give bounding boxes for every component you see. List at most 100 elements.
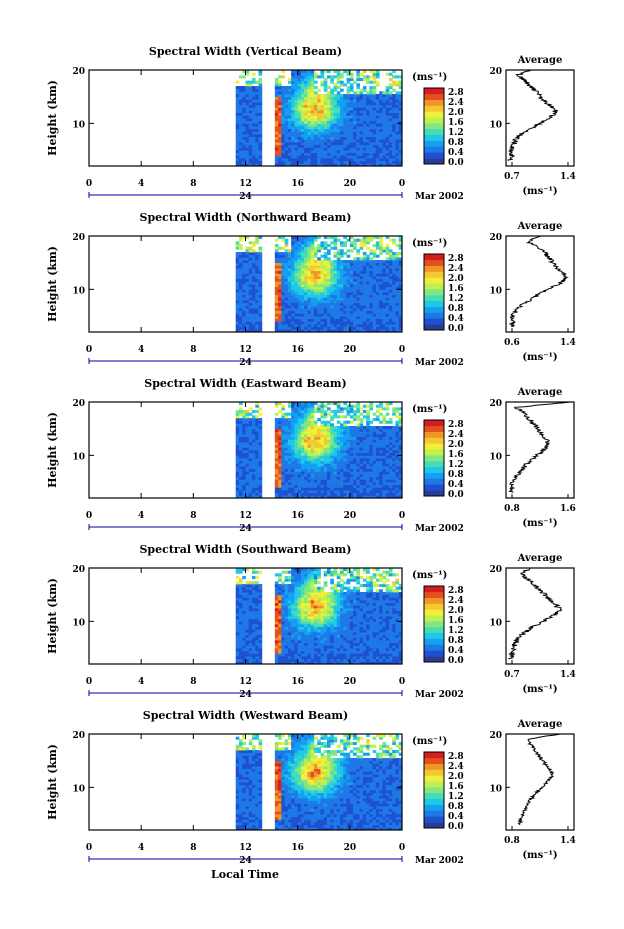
heatmap-cell <box>398 415 403 419</box>
heatmap-cell <box>313 278 318 282</box>
heatmap-cell <box>294 492 299 496</box>
heatmap-cell <box>317 294 321 298</box>
heatmap-cell <box>242 308 246 312</box>
heatmap-cell <box>359 428 364 432</box>
heatmap-cell <box>379 292 383 296</box>
heatmap-cell <box>343 426 347 430</box>
heatmap-cell <box>235 570 240 574</box>
heatmap-cell <box>398 238 403 242</box>
heatmap-cell <box>336 302 341 306</box>
heatmap-cell <box>320 273 325 277</box>
heatmap-cell <box>372 447 377 451</box>
panel-2: Spectral Width (Northward Beam)1020Heigh… <box>46 211 576 368</box>
heatmap-cell <box>356 452 361 456</box>
heatmap-cell <box>349 96 354 100</box>
heatmap-cell <box>287 128 292 132</box>
heatmap-cell <box>313 490 318 494</box>
heatmap-cell <box>242 99 246 103</box>
heatmap-cell <box>313 300 318 304</box>
heatmap-cell <box>366 415 370 419</box>
heatmap-cell <box>248 289 253 293</box>
heatmap-cell <box>346 452 351 456</box>
heatmap-cell <box>317 262 321 266</box>
heatmap-cell <box>242 634 246 638</box>
heatmap-cell <box>238 324 243 328</box>
heatmap-cell <box>245 134 250 138</box>
heatmap-cell <box>235 415 240 419</box>
heatmap-cell <box>300 158 305 162</box>
heatmap-cell <box>340 439 344 443</box>
heatmap-cell <box>284 252 289 256</box>
heatmap-cell <box>362 115 367 119</box>
heatmap-cell <box>388 110 393 114</box>
heatmap-cell <box>366 131 370 135</box>
heatmap-cell <box>313 94 318 98</box>
heatmap-cell <box>327 131 331 135</box>
heatmap-cell <box>304 423 308 427</box>
heatmap-cell <box>310 94 315 98</box>
heatmap-cell <box>248 102 253 106</box>
heatmap-cell <box>388 273 393 277</box>
x-tick-label: 0 <box>86 511 92 521</box>
heatmap-cell <box>356 70 361 74</box>
heatmap-cell <box>300 431 305 435</box>
heatmap-cell <box>255 281 259 285</box>
heatmap-cell <box>375 120 380 124</box>
heatmap-cell <box>248 482 253 486</box>
panel-title: Spectral Width (Northward Beam) <box>140 211 352 224</box>
heatmap-cell <box>362 294 367 298</box>
heatmap-cell <box>238 112 243 116</box>
heatmap-cell <box>356 436 361 440</box>
heatmap-cell <box>340 289 344 293</box>
heatmap-cell <box>258 495 263 499</box>
heatmap-cell <box>258 412 263 416</box>
heatmap-cell <box>353 262 357 266</box>
heatmap-cell <box>313 442 318 446</box>
heatmap-cell <box>385 260 390 264</box>
avg-x-tick-label: 1.4 <box>560 172 576 182</box>
heatmap-cell <box>313 289 318 293</box>
heatmap-cell <box>255 452 259 456</box>
heatmap-cell <box>281 474 286 478</box>
heatmap-cell <box>235 613 240 617</box>
heatmap-cell <box>304 249 308 253</box>
heatmap-cell <box>375 431 380 435</box>
heatmap-cell <box>375 439 380 443</box>
heatmap-cell <box>255 484 259 488</box>
heatmap-cell <box>330 278 334 282</box>
heatmap-cell <box>392 257 396 261</box>
heatmap-cell <box>307 252 312 256</box>
heatmap-cell <box>313 310 318 314</box>
heatmap-cell <box>366 281 370 285</box>
heatmap-cell <box>388 123 393 127</box>
heatmap-cell <box>395 152 400 156</box>
heatmap-cell <box>385 479 390 483</box>
heatmap-cell <box>252 479 256 483</box>
heatmap-cell <box>320 471 325 475</box>
heatmap-cell <box>278 490 282 494</box>
heatmap-cell <box>362 302 367 306</box>
heatmap-cell <box>238 276 243 280</box>
heatmap-cell <box>359 72 364 76</box>
heatmap-cell <box>291 404 295 408</box>
heatmap-cell <box>310 402 315 406</box>
heatmap-cell <box>245 618 250 622</box>
heatmap-cell <box>307 460 312 464</box>
heatmap-cell <box>287 112 292 116</box>
heatmap-cell <box>379 308 383 312</box>
heatmap-cell <box>238 265 243 269</box>
heatmap-cell <box>313 426 318 430</box>
heatmap-cell <box>356 487 361 491</box>
heatmap-cell <box>281 418 286 422</box>
heatmap-cell <box>245 128 250 132</box>
heatmap-cell <box>287 490 292 494</box>
heatmap-cell <box>366 474 370 478</box>
heatmap-cell <box>392 492 396 496</box>
avg-unit-label: (ms⁻¹) <box>522 352 557 363</box>
heatmap-cell <box>372 150 377 154</box>
heatmap-cell <box>392 281 396 285</box>
heatmap-cell <box>307 112 312 116</box>
heatmap-cell <box>359 99 364 103</box>
heatmap-cell <box>297 268 302 272</box>
heatmap-cell <box>333 321 338 325</box>
